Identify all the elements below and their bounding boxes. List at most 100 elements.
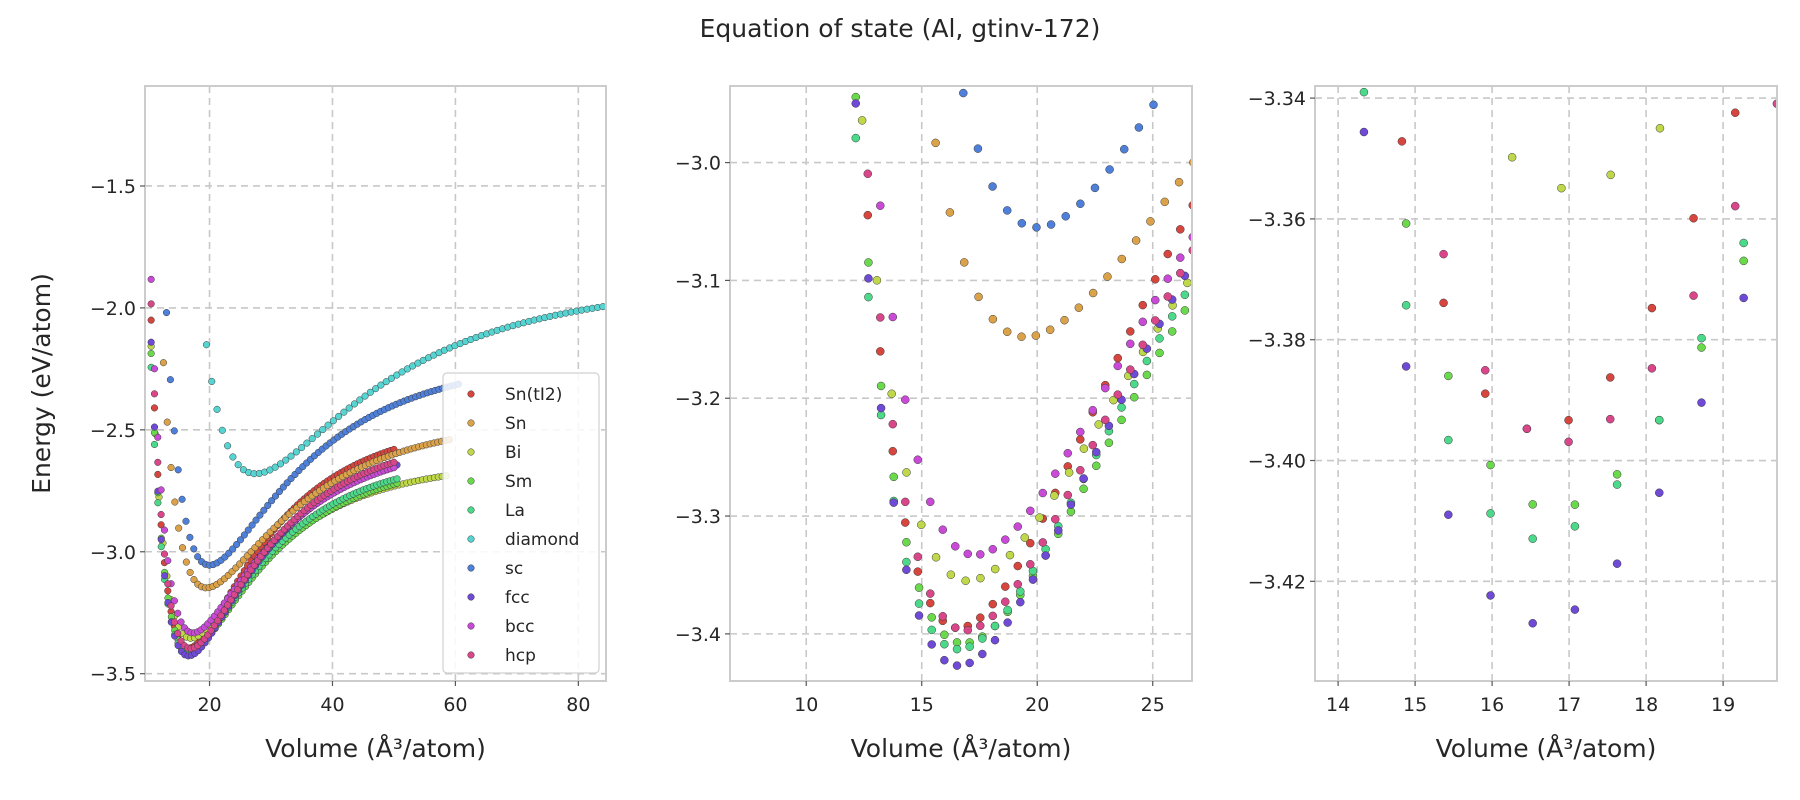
data-point	[1016, 597, 1025, 607]
data-point	[1051, 469, 1060, 478]
data-point	[1564, 415, 1573, 425]
data-point	[988, 544, 998, 554]
y-tick-label: −3.34	[1248, 88, 1306, 110]
data-point	[164, 587, 172, 595]
data-point	[1697, 398, 1706, 407]
data-point	[940, 639, 949, 649]
axes-frame	[729, 85, 1193, 682]
data-point	[978, 649, 987, 659]
data-point	[988, 182, 997, 191]
series-Sm	[1401, 160, 1790, 509]
data-point	[1094, 420, 1103, 429]
data-point	[988, 314, 998, 324]
data-point	[1126, 339, 1135, 349]
data-point	[1142, 356, 1152, 366]
data-point	[157, 543, 165, 551]
data-point	[1507, 153, 1517, 162]
data-point	[154, 470, 162, 478]
data-point	[154, 499, 162, 507]
data-point	[237, 580, 245, 588]
data-point	[990, 564, 1000, 574]
data-point	[1782, 160, 1790, 168]
data-point	[350, 400, 359, 408]
data-point	[1655, 415, 1664, 425]
axes-frame	[144, 85, 607, 682]
data-point	[1119, 144, 1129, 154]
data-point	[233, 540, 241, 549]
data-point	[1038, 538, 1048, 547]
series-hcp	[147, 300, 398, 653]
data-point	[961, 576, 970, 585]
legend-label: Bi	[505, 443, 521, 463]
data-point	[1486, 509, 1495, 518]
data-point	[178, 544, 187, 552]
series-Bi	[147, 342, 450, 642]
data-point	[1054, 526, 1063, 535]
data-point	[1063, 490, 1073, 500]
data-point	[1167, 312, 1177, 321]
data-point	[1026, 560, 1035, 569]
data-point	[931, 553, 941, 562]
legend-label: Sm	[505, 472, 532, 492]
data-point	[1138, 300, 1148, 310]
data-point	[902, 557, 911, 567]
data-point	[1146, 217, 1155, 226]
data-point	[1557, 183, 1566, 193]
x-axis-label: Volume (Å³/atom)	[265, 734, 486, 763]
data-point	[1606, 170, 1615, 180]
data-point	[1129, 379, 1139, 389]
data-point	[1697, 343, 1706, 352]
data-point	[356, 396, 364, 404]
data-point	[1176, 268, 1185, 278]
data-point	[161, 572, 169, 580]
data-point	[1117, 254, 1127, 264]
data-point	[1026, 506, 1035, 516]
data-point	[876, 381, 886, 391]
data-point	[163, 418, 171, 426]
data-point	[217, 611, 225, 619]
data-point	[1155, 348, 1164, 358]
data-point	[913, 567, 923, 576]
data-point	[150, 390, 159, 398]
data-point	[167, 602, 175, 610]
data-point	[1138, 317, 1148, 327]
data-point	[1064, 468, 1074, 477]
data-point	[1001, 535, 1010, 544]
data-point	[1113, 390, 1123, 399]
data-point	[1401, 362, 1411, 371]
data-point	[1079, 444, 1089, 453]
data-point	[1050, 491, 1059, 500]
legend-marker	[467, 448, 475, 456]
data-point	[147, 338, 155, 346]
series-Bi	[857, 116, 1192, 585]
data-point	[164, 580, 172, 588]
x-tick-label: 20	[197, 694, 221, 716]
data-point	[387, 374, 396, 382]
data-point	[157, 486, 165, 494]
data-point	[202, 341, 211, 349]
data-point	[403, 365, 411, 373]
data-point	[236, 536, 245, 544]
data-point	[1088, 440, 1098, 450]
data-point	[888, 312, 898, 322]
data-point	[1074, 303, 1084, 312]
data-point	[914, 599, 924, 608]
panel-1: 20 40 60 80 −3.5 −3.0 −2.5 −2.0 −1.5 Volume (Å³/a…	[27, 85, 607, 763]
data-point	[864, 274, 873, 283]
data-point	[207, 626, 215, 634]
data-point	[1076, 466, 1085, 475]
data-point	[889, 472, 898, 482]
y-tick-label: −2.0	[90, 298, 136, 320]
y-tick-label: −3.2	[675, 388, 721, 410]
legend-marker	[467, 651, 475, 659]
data-point	[1730, 108, 1740, 117]
data-point	[1444, 435, 1453, 445]
series-bcc	[147, 275, 398, 637]
data-point	[150, 440, 159, 449]
data-point	[271, 492, 280, 500]
data-point	[1439, 298, 1448, 308]
data-point	[1739, 256, 1748, 266]
data-point	[372, 385, 380, 393]
data-points	[851, 88, 1192, 670]
x-tick-label: 15	[1403, 694, 1427, 716]
